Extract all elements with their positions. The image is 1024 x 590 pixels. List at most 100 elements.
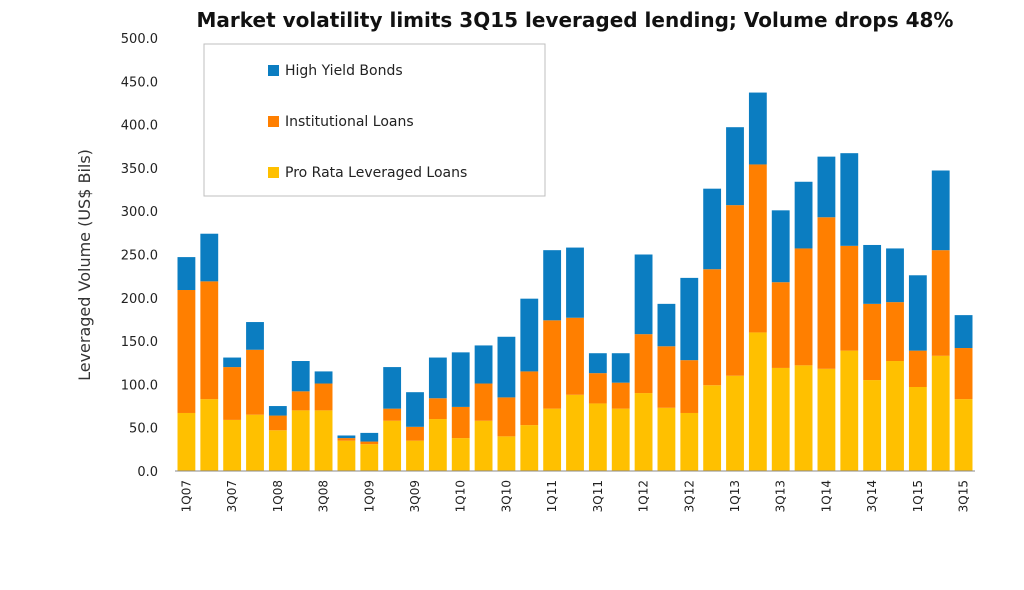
x-tick-label: 1Q10 <box>454 480 468 512</box>
bar-4Q08-institutional-loans <box>337 438 356 441</box>
bar-2Q13-institutional-loans <box>748 164 767 333</box>
bar-4Q09-high-yield-bonds <box>428 357 447 399</box>
x-tick-label: 1Q11 <box>545 480 559 512</box>
legend-label: High Yield Bonds <box>285 63 403 79</box>
bar-3Q11-high-yield-bonds <box>588 353 607 374</box>
bar-2Q10-institutional-loans <box>474 383 493 421</box>
bar-4Q13-pro-rata-leveraged-loans <box>794 365 813 471</box>
x-tick-label: 1Q07 <box>179 480 193 512</box>
y-tick-label: 100.0 <box>121 378 158 393</box>
bar-4Q08-high-yield-bonds <box>337 435 356 439</box>
bar-3Q10-high-yield-bonds <box>497 336 516 398</box>
bar-4Q14-high-yield-bonds <box>886 248 904 303</box>
y-tick-label: 0.0 <box>137 465 158 480</box>
bar-3Q15-high-yield-bonds <box>954 315 973 349</box>
bar-2Q14-institutional-loans <box>840 245 859 351</box>
y-axis-label: Leveraged Volume (US$ Bils) <box>75 149 94 381</box>
bar-3Q13-pro-rata-leveraged-loans <box>771 367 790 471</box>
y-tick-label: 50.0 <box>129 422 158 437</box>
y-axis: 0.0 50.0 100.0 150.0 200.0 250.0 300.0 350.0 400… <box>121 32 158 480</box>
bar-4Q14-pro-rata-leveraged-loans <box>886 361 904 471</box>
y-tick-label: 250.0 <box>121 249 158 264</box>
bar-2Q10-high-yield-bonds <box>474 345 493 384</box>
bar-4Q09-pro-rata-leveraged-loans <box>428 419 447 471</box>
bar-2Q12-high-yield-bonds <box>657 303 676 347</box>
bar-2Q07-institutional-loans <box>200 281 219 400</box>
bar-4Q12-institutional-loans <box>703 269 722 386</box>
y-tick-label: 200.0 <box>121 292 158 307</box>
bar-3Q10-institutional-loans <box>497 397 516 437</box>
x-tick-label: 3Q12 <box>682 480 696 512</box>
bar-2Q14-high-yield-bonds <box>840 153 859 246</box>
bar-4Q07-institutional-loans <box>246 349 264 415</box>
legend-swatch <box>268 167 279 178</box>
bar-1Q11-pro-rata-leveraged-loans <box>543 408 562 471</box>
bar-3Q14-high-yield-bonds <box>863 244 882 304</box>
bar-1Q09-institutional-loans <box>360 441 379 445</box>
y-tick-label: 400.0 <box>121 119 158 134</box>
bar-3Q08-institutional-loans <box>314 383 333 411</box>
bar-3Q12-high-yield-bonds <box>680 277 699 361</box>
bar-2Q08-institutional-loans <box>291 391 310 411</box>
bar-4Q08-pro-rata-leveraged-loans <box>337 440 356 471</box>
bar-1Q13-institutional-loans <box>726 205 744 376</box>
bar-3Q08-high-yield-bonds <box>314 371 333 384</box>
bar-2Q15-pro-rata-leveraged-loans <box>931 355 950 471</box>
legend-swatch <box>268 65 279 76</box>
bar-2Q15-institutional-loans <box>931 250 950 356</box>
bar-2Q10-pro-rata-leveraged-loans <box>474 420 493 471</box>
bar-3Q08-pro-rata-leveraged-loans <box>314 410 333 471</box>
bar-4Q11-institutional-loans <box>611 382 630 409</box>
bar-1Q08-pro-rata-leveraged-loans <box>268 430 287 471</box>
bar-2Q14-pro-rata-leveraged-loans <box>840 350 859 471</box>
bar-4Q09-institutional-loans <box>428 398 447 420</box>
x-tick-label: 3Q08 <box>317 480 331 512</box>
bar-1Q08-institutional-loans <box>268 415 287 431</box>
bar-1Q08-high-yield-bonds <box>268 406 287 416</box>
bar-4Q14-institutional-loans <box>886 302 904 362</box>
bar-1Q15-institutional-loans <box>908 350 927 387</box>
bar-1Q15-high-yield-bonds <box>908 275 927 351</box>
bar-4Q13-institutional-loans <box>794 248 813 366</box>
bar-2Q13-high-yield-bonds <box>748 92 767 165</box>
bar-1Q14-pro-rata-leveraged-loans <box>817 368 836 471</box>
x-tick-label: 3Q07 <box>225 480 239 512</box>
bar-1Q15-pro-rata-leveraged-loans <box>908 387 927 471</box>
bar-2Q11-high-yield-bonds <box>566 247 584 318</box>
bar-2Q11-institutional-loans <box>566 317 584 395</box>
x-tick-label: 1Q12 <box>637 480 651 512</box>
bar-3Q13-institutional-loans <box>771 282 790 368</box>
bar-3Q14-pro-rata-leveraged-loans <box>863 380 882 471</box>
bar-1Q11-institutional-loans <box>543 320 562 409</box>
bar-4Q12-pro-rata-leveraged-loans <box>703 385 722 471</box>
bar-4Q10-institutional-loans <box>520 371 539 426</box>
bar-2Q08-high-yield-bonds <box>291 361 310 392</box>
bar-4Q11-high-yield-bonds <box>611 353 630 383</box>
bar-1Q13-high-yield-bonds <box>726 127 744 206</box>
bar-1Q13-pro-rata-leveraged-loans <box>726 375 744 471</box>
bar-2Q08-pro-rata-leveraged-loans <box>291 410 310 471</box>
bar-3Q14-institutional-loans <box>863 303 882 381</box>
bar-3Q12-institutional-loans <box>680 360 699 413</box>
bar-2Q15-high-yield-bonds <box>931 170 950 251</box>
bar-4Q12-high-yield-bonds <box>703 188 722 270</box>
bar-4Q10-pro-rata-leveraged-loans <box>520 425 539 471</box>
bar-3Q09-high-yield-bonds <box>406 392 424 427</box>
bar-1Q09-high-yield-bonds <box>360 432 379 442</box>
bar-3Q13-high-yield-bonds <box>771 210 790 283</box>
x-tick-label: 3Q14 <box>865 480 879 512</box>
y-tick-label: 350.0 <box>121 162 158 177</box>
bar-2Q07-high-yield-bonds <box>200 233 219 282</box>
bar-1Q10-high-yield-bonds <box>451 352 470 407</box>
bar-2Q09-high-yield-bonds <box>383 367 402 409</box>
x-tick-label: 1Q13 <box>728 480 742 512</box>
y-tick-label: 500.0 <box>121 32 158 47</box>
bar-2Q07-pro-rata-leveraged-loans <box>200 399 219 471</box>
bar-1Q12-high-yield-bonds <box>634 254 653 335</box>
bar-3Q09-institutional-loans <box>406 426 424 441</box>
y-tick-label: 150.0 <box>121 335 158 350</box>
bar-2Q11-pro-rata-leveraged-loans <box>566 394 584 471</box>
x-axis: 1Q07 3Q07 1Q08 3Q08 1Q09 3Q09 1Q10 3Q10 1Q11 3Q11… <box>175 470 975 512</box>
x-tick-label: 3Q15 <box>957 480 971 512</box>
